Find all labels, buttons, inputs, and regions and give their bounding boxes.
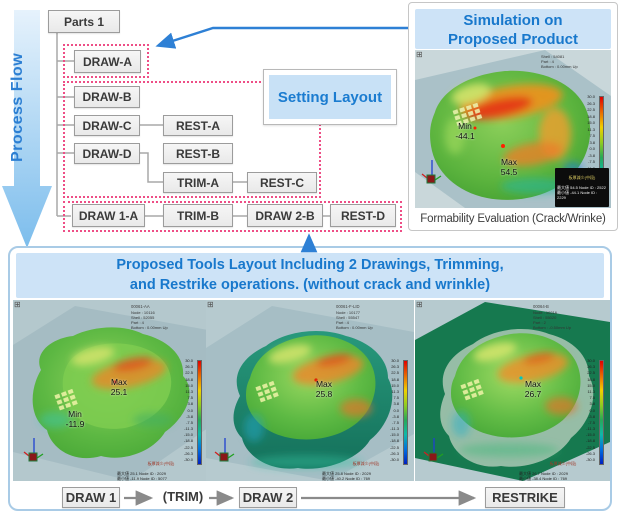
legend-ticks: 30.0 26.3 22.5 18.8 15.0 11.3 7.5 3.8 0.… bbox=[389, 358, 399, 462]
legend-colorbar bbox=[403, 360, 408, 465]
dotted-group-draw-a bbox=[63, 44, 149, 78]
process-flow-label: Process Flow bbox=[9, 52, 26, 162]
setting-layout-label: Setting Layout bbox=[269, 75, 391, 119]
flow-box-draw-c: DRAW-C bbox=[74, 115, 140, 136]
part-color-patches bbox=[39, 346, 173, 428]
stage-flow-arrows bbox=[124, 490, 477, 506]
model-info: 00061-AA Node : 10116 Shell : 52055 Part… bbox=[131, 304, 168, 330]
stage-image-draw1: ⊞ 00061-AA Node : 10116 Shell : 52055 Pa… bbox=[13, 300, 208, 481]
model-info: 00064-B Node : 10216 Shell : 55020 Part … bbox=[533, 304, 572, 330]
axis-triad-icon bbox=[421, 160, 442, 184]
process-flow-arrow bbox=[2, 10, 52, 248]
flow-box-draw-1a: DRAW 1-A bbox=[72, 204, 145, 227]
flow-box-parts1: Parts 1 bbox=[48, 10, 120, 33]
stage1-render bbox=[13, 300, 208, 481]
axis-triad-icon bbox=[214, 438, 235, 462]
model-info: 00061-F-LID Node : 10177 Shell : 55547 P… bbox=[336, 304, 373, 330]
dotted-group-candidates bbox=[63, 81, 321, 198]
part-color-patches bbox=[244, 344, 372, 469]
max-annotation: Max 25.1 bbox=[110, 377, 128, 397]
stage-image-draw2: ⊞ 00061-F-LID Node : 10177 Shell : 55547… bbox=[206, 300, 414, 481]
window-corner-icon: ⊞ bbox=[416, 50, 423, 59]
part-color-patches bbox=[452, 342, 577, 457]
min-annotation: Min -11.9 bbox=[65, 409, 85, 429]
legend-colorbar bbox=[599, 360, 604, 465]
stage-image-restrike: ⊞ 00064-B Node : 10216 Shell : 55020 Par… bbox=[415, 300, 610, 481]
stage-label-draw1: DRAW 1 bbox=[62, 487, 120, 508]
simulation-panel: Simulation on Proposed Product bbox=[408, 2, 618, 231]
window-corner-icon: ⊞ bbox=[207, 300, 214, 309]
proposed-layout-panel: Proposed Tools Layout Including 2 Drawin… bbox=[8, 246, 612, 511]
result-stats: 板厚減少(中段) 最大値 25.8 Node ID : 2029 最小値 -40… bbox=[322, 461, 380, 481]
flow-box-rest-d: REST-D bbox=[330, 204, 396, 227]
flow-box-draw-b: DRAW-B bbox=[74, 86, 140, 108]
min-annotation: Min -44.1 bbox=[455, 121, 475, 141]
flow-box-draw-a: DRAW-A bbox=[74, 50, 141, 73]
simulation-caption: Formability Evaluation (Crack/Wrinke) bbox=[420, 213, 606, 225]
stage-label-draw2: DRAW 2 bbox=[239, 487, 297, 508]
window-corner-icon: ⊞ bbox=[14, 300, 21, 309]
result-stats: 板厚減少(中段) 最大値 26.7 Node ID : 2029 最小値 -38… bbox=[519, 461, 577, 481]
flow-box-trim-a: TRIM-A bbox=[163, 172, 233, 193]
model-info: Shell : 54081 Part : 4 Bottom : 0.00mm U… bbox=[541, 54, 578, 69]
simulation-panel-title: Simulation on Proposed Product bbox=[415, 9, 611, 49]
stage-label-restrike: RESTRIKE bbox=[485, 487, 565, 508]
flow-box-rest-a: REST-A bbox=[163, 115, 233, 136]
result-stats: 板厚減少(中段) 最大値 54.5 Node ID : 2522 最小値 -44… bbox=[555, 168, 609, 207]
stage2-render bbox=[206, 300, 414, 481]
hatch-texture bbox=[255, 380, 279, 403]
setting-layout-box: Setting Layout bbox=[263, 69, 397, 125]
max-annotation: Max 26.7 bbox=[524, 379, 542, 399]
flow-box-draw-d: DRAW-D bbox=[74, 143, 140, 164]
simulation-render bbox=[415, 50, 611, 208]
dotted-group-proposed bbox=[63, 201, 402, 232]
result-stats: 板厚減少(中段) 最大値 25.1 Node ID : 2029 最小値 -11… bbox=[117, 461, 175, 481]
legend-colorbar bbox=[197, 360, 202, 465]
axis-triad-icon bbox=[23, 438, 44, 462]
flow-box-rest-b: REST-B bbox=[163, 143, 233, 164]
flow-box-draw-2b: DRAW 2-B bbox=[247, 204, 323, 227]
window-corner-icon: ⊞ bbox=[416, 300, 423, 309]
max-annotation: Max 54.5 bbox=[500, 157, 518, 177]
max-annotation: Max 25.8 bbox=[315, 379, 333, 399]
proposed-panel-title: Proposed Tools Layout Including 2 Drawin… bbox=[16, 253, 604, 298]
flow-box-trim-b: TRIM-B bbox=[163, 204, 233, 227]
legend-ticks: 30.0 26.3 22.5 18.8 15.0 11.3 7.5 3.8 0.… bbox=[183, 358, 193, 462]
stage-label-trim: (TRIM) bbox=[162, 489, 204, 504]
flow-box-rest-c: REST-C bbox=[247, 172, 317, 193]
hatch-texture bbox=[54, 388, 78, 411]
legend-ticks: 30.0 26.3 22.5 18.8 15.0 11.3 7.5 3.8 0.… bbox=[585, 358, 595, 462]
hatch-texture bbox=[452, 102, 483, 127]
hatch-texture bbox=[460, 378, 484, 401]
axis-triad-icon bbox=[423, 438, 444, 462]
part-color-patches bbox=[445, 83, 583, 194]
simulation-image: ⊞ Shell : 54081 Part : 4 Bottom : 0.00mm… bbox=[415, 50, 611, 208]
stage3-render bbox=[415, 300, 610, 481]
